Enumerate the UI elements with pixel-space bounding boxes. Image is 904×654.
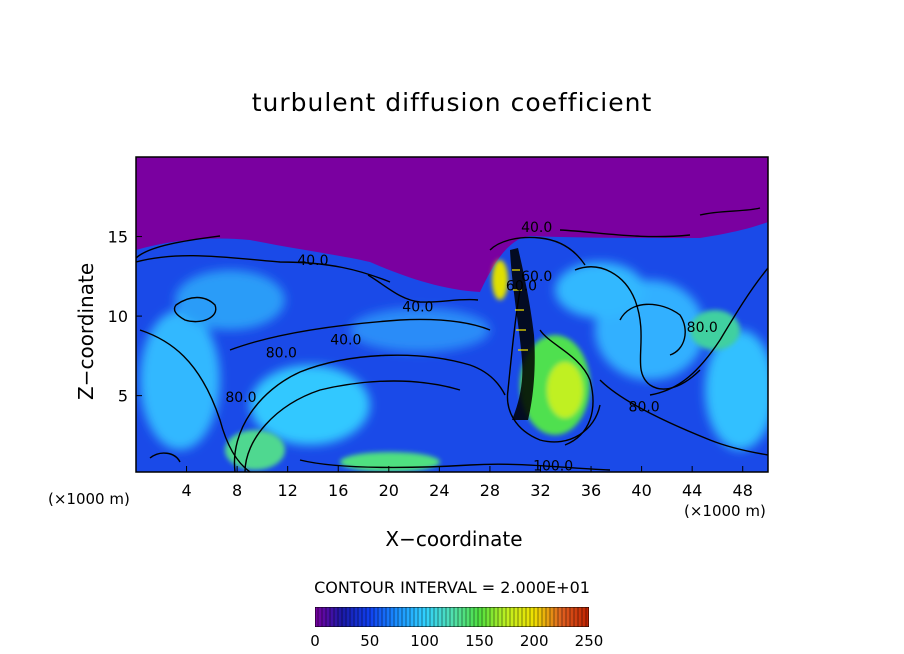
green-patches <box>225 260 740 472</box>
y-tick-label: 5 <box>118 387 128 406</box>
x-tick-label: 20 <box>379 481 399 500</box>
x-tick-label: 32 <box>530 481 550 500</box>
contour-label: 40.0 <box>402 299 433 315</box>
colorbar-tick-label: 100 <box>410 632 439 650</box>
contour-line <box>649 267 768 396</box>
colorbar-gradient <box>315 607 589 627</box>
colorbar-stripes <box>317 607 587 627</box>
x-tick-label: 36 <box>581 481 601 500</box>
contour-label: 60.0 <box>506 279 537 295</box>
contour-line <box>233 354 506 472</box>
x-tick-label: 16 <box>328 481 348 500</box>
contour-lines <box>136 207 768 472</box>
contour-line <box>506 289 601 443</box>
contour-line <box>139 329 251 472</box>
contour-line <box>229 318 491 351</box>
x-tick-label: 8 <box>232 481 242 500</box>
chart-title: turbulent diffusion coefficient <box>251 88 653 117</box>
y-axis-ticks: 5 10 15 <box>108 228 142 406</box>
contour-line <box>299 459 611 471</box>
contour-label: 80.0 <box>225 390 256 406</box>
contour-line <box>173 296 217 323</box>
x-tick-label: 4 <box>181 481 191 500</box>
contour-line <box>619 303 686 356</box>
y-tick-label: 10 <box>108 307 128 326</box>
y-tick-label: 15 <box>108 228 128 247</box>
x-tick-label: 28 <box>480 481 500 500</box>
contour-label: 40.0 <box>297 253 328 269</box>
contour-line <box>539 329 594 446</box>
contour-line <box>599 379 768 456</box>
contour-line <box>136 235 221 259</box>
colorbar-tick-label: 50 <box>360 632 380 650</box>
contour-line <box>244 380 461 472</box>
contour-line <box>367 274 479 303</box>
x-tick-label: 40 <box>631 481 651 500</box>
jet-core <box>510 248 535 420</box>
contour-plot: 40.0 40.0 40.0 40.0 60.060.0 80.0 80.0 80.0 80.0… <box>108 156 769 500</box>
contour-label: 80.0 <box>266 345 297 361</box>
x-tick-label: 48 <box>733 481 753 500</box>
x-axis-unit-left: (×1000 m) <box>48 490 130 508</box>
colorbar-tick-label: 250 <box>574 632 604 650</box>
contour-label: 80.0 <box>629 400 660 416</box>
contour-label: 80.0 <box>687 320 718 336</box>
x-tick-label: 44 <box>682 481 702 500</box>
contour-label: 40.0 <box>330 333 361 349</box>
cyan-patches <box>140 262 768 450</box>
contour-label: 60.0 <box>521 269 552 285</box>
colorbar-tick-label: 150 <box>465 632 494 650</box>
contour-line <box>559 229 691 238</box>
colorbar-tick-label: 200 <box>519 632 549 650</box>
x-axis-unit-right: (×1000 m) <box>684 502 766 520</box>
contour-labels: 40.0 40.0 40.0 40.0 60.060.0 80.0 80.0 80.0 80.0… <box>225 220 718 474</box>
x-axis-label: X−coordinate <box>385 527 523 551</box>
plot-frame <box>135 156 769 473</box>
x-axis-ticks: 4 8 12 16 20 24 28 32 36 40 44 48 <box>181 466 753 500</box>
field-image: 40.0 40.0 40.0 40.0 60.060.0 80.0 80.0 80.0 80.0… <box>136 157 768 474</box>
contour-line <box>136 254 391 283</box>
contour-line <box>149 452 181 463</box>
y-axis-label: Z−coordinate <box>74 262 98 400</box>
contour-label: 40.0 <box>521 220 552 236</box>
x-tick-label: 12 <box>278 481 298 500</box>
contour-interval-label: CONTOUR INTERVAL = 2.000E+01 <box>314 578 590 597</box>
colorbar-tick-label: 0 <box>310 632 320 650</box>
colorbar <box>315 607 589 627</box>
contour-line <box>489 236 586 266</box>
contour-label: 100.0 <box>533 458 573 474</box>
x-tick-label: 24 <box>429 481 449 500</box>
contour-line <box>699 207 761 216</box>
